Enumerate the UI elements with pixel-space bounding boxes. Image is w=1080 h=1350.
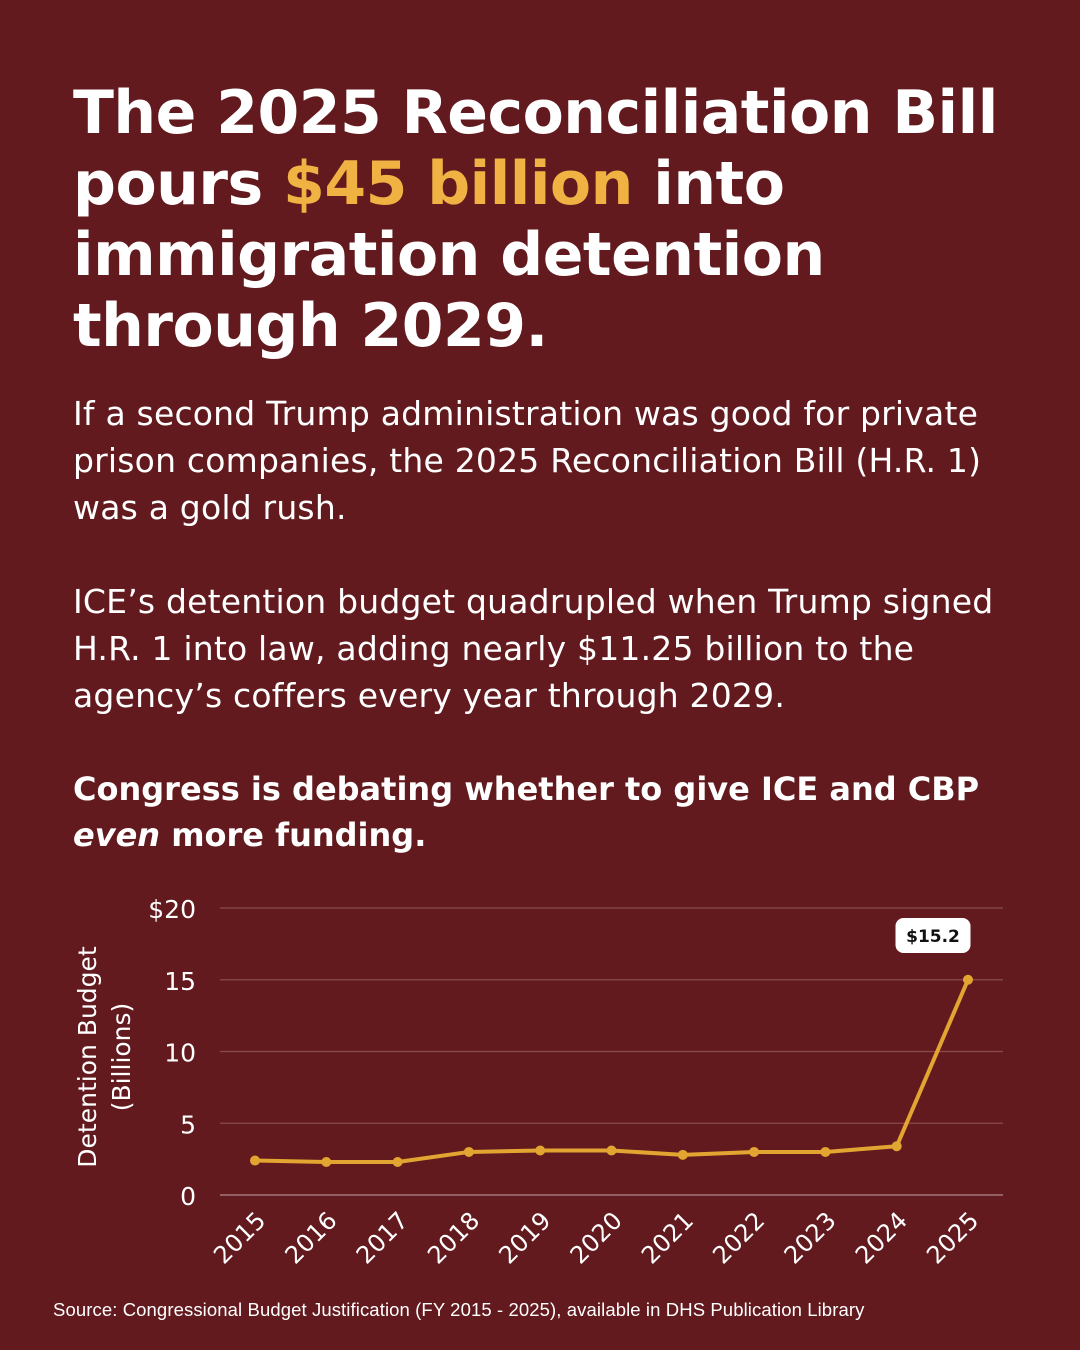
data-point [321,1156,332,1167]
headline-part1: The 2025 Reconciliation Bill pours [73,78,998,219]
data-point [535,1145,546,1156]
y-tick-label: 5 [180,1110,196,1139]
x-tick-label: 2024 [850,1206,913,1269]
grid [220,907,1003,1196]
x-tick-label: 2018 [422,1206,485,1269]
annotation-label: $15.2 [906,927,960,947]
data-point [606,1145,617,1156]
x-tick-label: 2019 [493,1206,556,1269]
data-point [963,974,973,985]
intro-paragraph: If a second Trump administration was goo… [73,394,982,527]
callout: Congress is debating whether to give ICE… [73,766,1033,858]
x-tick-label: 2023 [779,1206,842,1269]
y-tick-label: $20 [148,895,196,924]
data-point [463,1146,474,1157]
x-tick-label: 2021 [636,1206,699,1269]
headline: The 2025 Reconciliation Bill pours $45 b… [73,78,1033,362]
headline-part2: into immigration detention through 2029. [73,149,825,361]
headline-highlight: $45 billion [283,149,633,219]
x-tick-label: 2017 [351,1206,414,1269]
series-line [254,978,970,1164]
x-tick-label: 2025 [921,1206,984,1269]
x-axis-ticks: 2015 2016 2017 2018 2019 2020 2021 2022 2023 2024… [208,1206,984,1269]
y-tick-label: 0 [180,1182,196,1211]
data-point [250,1155,260,1166]
data-point [392,1156,403,1167]
annotation-box [895,918,971,953]
y-tick-label: 15 [164,967,196,996]
y-axis-label: Detention Budget (Billions) [73,946,136,1168]
x-tick-label: 2015 [208,1206,271,1269]
x-tick-label: 2022 [707,1206,770,1269]
detail-paragraph: ICE’s detention budget quadrupled when T… [73,582,994,715]
data-point [677,1149,688,1160]
data-point [820,1146,831,1157]
line-chart: 0 5 10 15 $20 Detention Budget (Billions) 201… [73,895,1003,1269]
source-note: Source: Congressional Budget Justificati… [53,1299,865,1320]
series [250,974,973,1167]
callout-before: Congress is debating whether to give ICE… [73,770,980,808]
data-point [749,1146,760,1157]
data-point [891,1141,902,1152]
annotations: $15.2 [895,918,971,953]
y-axis-label-line: (Billions) [107,1003,136,1112]
x-tick-label: 2016 [280,1206,343,1269]
callout-after: more funding. [160,816,427,854]
x-tick-label: 2020 [565,1206,628,1269]
y-axis-label-line: Detention Budget [73,946,102,1168]
y-tick-label: 10 [164,1039,196,1068]
y-axis-ticks: 0 5 10 15 $20 [148,895,196,1211]
callout-emphasis: even [73,816,161,854]
